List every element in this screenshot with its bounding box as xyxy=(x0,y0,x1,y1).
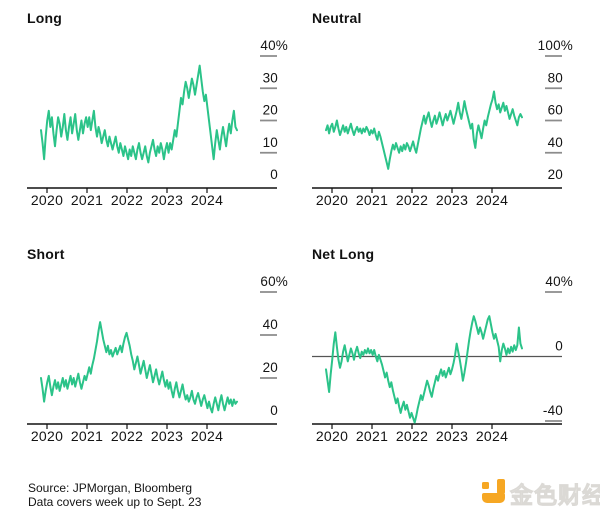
x-tick-label: 2024 xyxy=(191,192,223,208)
chart-net-long-plot: 2020 2021 2022 2023 2024 40% 0 -40 xyxy=(312,274,573,444)
data-line xyxy=(325,315,523,424)
y-tick-label: 0 xyxy=(555,339,563,354)
y-tick-label: 60 xyxy=(548,103,563,118)
y-tick-label: 40 xyxy=(548,135,563,150)
chart-short: Short 2020 2021 2022 2023 2024 60% 40 20 0 xyxy=(27,244,307,454)
x-tick-label: 2021 xyxy=(71,192,103,208)
chart-neutral-plot: 2020 2021 2022 2023 2024 100% 80 60 40 20 xyxy=(312,38,573,208)
y-tick-label: 100% xyxy=(538,38,573,53)
x-tick-label: 2020 xyxy=(31,192,63,208)
jinse-finance-logo: 金色财经 xyxy=(482,474,600,508)
x-tick-label: 2020 xyxy=(31,428,63,444)
jinse-logo-text: 金色财经 xyxy=(510,482,600,509)
x-tick-label: 2023 xyxy=(436,192,468,208)
x-tick-label: 2022 xyxy=(396,192,428,208)
chart-short-title: Short xyxy=(27,246,65,262)
y-tick-label: 60% xyxy=(260,274,288,289)
source-line: Source: JPMorgan, Bloomberg xyxy=(28,481,193,495)
y-tick-label: 20 xyxy=(263,103,278,118)
y-tick-label: 40 xyxy=(263,317,278,332)
chart-neutral-title: Neutral xyxy=(312,10,362,26)
chart-short-plot: 2020 2021 2022 2023 2024 60% 40 20 0 xyxy=(27,274,288,444)
x-tick-label: 2023 xyxy=(151,428,183,444)
y-tick-label: 40% xyxy=(260,38,288,53)
chart-long-plot: 2020 2021 2022 2023 2024 40% 30 20 10 0 xyxy=(27,38,288,208)
chart-neutral: Neutral 2020 2021 2022 2023 2024 100% 80 60 40 20 xyxy=(312,8,592,218)
y-tick-label: 20 xyxy=(263,360,278,375)
x-tick-label: 2020 xyxy=(316,192,348,208)
x-tick-label: 2024 xyxy=(191,428,223,444)
data-line xyxy=(325,90,523,170)
jinse-blocks-icon xyxy=(482,476,506,503)
x-tick-label: 2023 xyxy=(436,428,468,444)
y-tick-label: 0 xyxy=(270,167,278,182)
y-tick-label: 30 xyxy=(263,70,278,85)
x-tick-label: 2022 xyxy=(396,428,428,444)
data-coverage-line: Data covers week up to Sept. 23 xyxy=(28,495,202,509)
y-tick-label: -40 xyxy=(543,403,563,418)
y-tick-label: 20 xyxy=(548,167,563,182)
chart-net-long-title: Net Long xyxy=(312,246,375,262)
chart-long-title: Long xyxy=(27,10,63,26)
x-tick-label: 2021 xyxy=(356,428,388,444)
data-line xyxy=(40,64,238,164)
chart-net-long: Net Long 2020 2021 2022 2023 2024 40% 0 -40 xyxy=(312,244,592,454)
y-tick-label: 10 xyxy=(263,135,278,150)
x-tick-label: 2023 xyxy=(151,192,183,208)
x-tick-label: 2024 xyxy=(476,192,508,208)
y-tick-label: 40% xyxy=(545,274,573,289)
x-tick-label: 2021 xyxy=(356,192,388,208)
y-tick-label: 0 xyxy=(270,403,278,418)
x-tick-label: 2022 xyxy=(111,428,143,444)
x-tick-label: 2024 xyxy=(476,428,508,444)
data-line xyxy=(40,321,238,414)
x-tick-label: 2022 xyxy=(111,192,143,208)
x-tick-label: 2020 xyxy=(316,428,348,444)
source-note: Source: JPMorgan, Bloomberg Data covers … xyxy=(28,481,201,509)
y-tick-label: 80 xyxy=(548,70,563,85)
chart-long: Long 2020 2021 2022 2023 2024 40% 30 20 10 0 xyxy=(27,8,307,218)
x-tick-label: 2021 xyxy=(71,428,103,444)
